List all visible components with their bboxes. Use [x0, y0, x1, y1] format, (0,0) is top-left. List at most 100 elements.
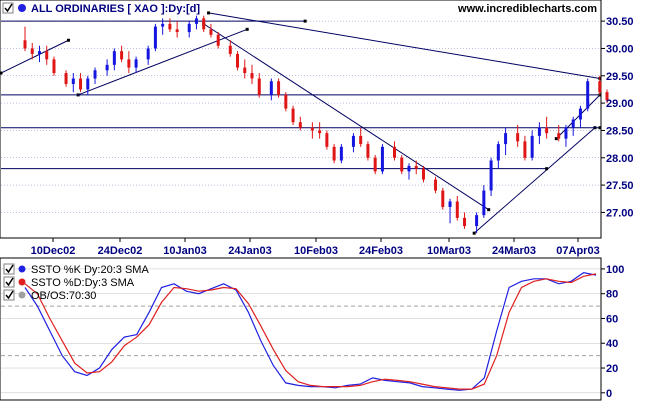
price-bar — [496, 144, 500, 161]
legend-dot-icon — [18, 265, 26, 273]
legend-checkbox[interactable] — [3, 276, 15, 288]
x-tick-label: 24Mar03 — [492, 245, 536, 257]
indicator-panel-frame — [0, 257, 602, 401]
checkmark-icon — [4, 3, 13, 13]
indicator-tick-label: 40 — [606, 338, 618, 350]
indicator-tick-label: 60 — [606, 313, 618, 325]
price-bar — [105, 64, 109, 71]
price-bar — [134, 59, 138, 68]
price-tick-label: 27.00 — [606, 207, 634, 219]
price-bar — [400, 157, 404, 172]
price-bar — [45, 51, 49, 60]
price-bar — [441, 190, 445, 207]
indicator-tick-label: 100 — [606, 264, 624, 276]
price-y-ticks: 27.00 27.50 28.00 28.50 29.00 29.50 30.00 30.50 — [601, 16, 634, 219]
indicator-grid — [1, 268, 600, 394]
chart-title: ALL ORDINARIES [ XAO ]:Dy:[d] — [31, 3, 200, 15]
price-bar — [516, 133, 520, 142]
price-bar — [407, 165, 411, 172]
price-bar — [571, 119, 575, 128]
price-bar — [79, 78, 83, 90]
price-bar — [153, 26, 157, 49]
price-bar — [373, 157, 377, 172]
price-tick-label: 27.50 — [606, 180, 634, 192]
trendline — [555, 94, 601, 139]
x-tick-label: 24Jan03 — [228, 245, 271, 257]
indicator-tick-label: 0 — [606, 388, 612, 400]
price-bar — [392, 146, 396, 158]
price-bar — [291, 108, 295, 123]
line-endpoint — [245, 27, 249, 31]
price-bar — [504, 133, 508, 145]
price-bar — [489, 160, 493, 191]
price-tick-label: 30.50 — [606, 16, 634, 28]
price-trendlines — [0, 11, 602, 235]
x-tick-label: 10Jan03 — [163, 245, 206, 257]
x-tick-label: 10Dec02 — [31, 245, 76, 257]
indicator-series-line — [24, 271, 597, 391]
price-bar — [310, 127, 314, 131]
price-tick-label: 29.50 — [606, 71, 634, 83]
price-bar — [52, 59, 56, 74]
legend-checkbox[interactable] — [3, 289, 15, 301]
price-bar — [168, 23, 172, 30]
price-bar — [175, 29, 179, 33]
price-bar — [71, 78, 75, 84]
line-endpoint — [0, 71, 3, 75]
legend-checkbox[interactable] — [3, 263, 15, 275]
price-bar — [455, 201, 459, 218]
price-tick-label: 28.50 — [606, 125, 634, 137]
x-axis-labels: 10Dec02 24Dec02 10Jan03 24Jan03 10Feb03 24Feb… — [31, 238, 600, 257]
indicator-y-ticks: 0 20 40 60 80 100 — [601, 264, 624, 400]
indicator-tick-label: 80 — [606, 289, 618, 301]
price-bars — [23, 15, 609, 234]
x-tick-label: 10Mar03 — [427, 245, 471, 257]
trendline — [0, 39, 69, 74]
price-bar — [564, 127, 568, 139]
price-bar — [284, 94, 288, 109]
price-bar — [216, 34, 220, 46]
line-endpoint — [66, 38, 70, 42]
price-bar — [277, 81, 281, 95]
price-bar — [187, 23, 191, 33]
indicator-tick-label: 20 — [606, 363, 618, 375]
price-bar — [482, 190, 486, 216]
price-bar — [366, 144, 370, 158]
legend-label: SSTO %K Dy:20:3 SMA — [31, 264, 149, 276]
site-watermark: www.incrediblecharts.com — [457, 3, 597, 15]
line-endpoint — [472, 231, 476, 235]
legend-dot-icon — [18, 291, 26, 299]
price-bar — [236, 53, 240, 68]
checkmark-icon — [5, 290, 14, 300]
price-bar — [127, 59, 131, 68]
price-bar — [578, 108, 582, 120]
price-bar — [537, 127, 541, 136]
price-bar — [146, 48, 150, 60]
price-bar — [250, 73, 254, 79]
line-endpoint — [303, 19, 307, 23]
price-bar — [598, 81, 602, 93]
price-tick-label: 30.00 — [606, 43, 634, 55]
line-endpoint — [207, 11, 211, 15]
price-bar — [351, 135, 355, 147]
price-bar — [37, 51, 41, 54]
price-bar — [586, 81, 590, 109]
x-tick-label: 24Dec02 — [98, 245, 143, 257]
line-endpoint — [598, 126, 602, 130]
price-bar — [421, 168, 425, 180]
price-tick-label: 28.00 — [606, 153, 634, 165]
price-bar — [30, 48, 34, 54]
x-tick-label: 24Feb03 — [359, 245, 403, 257]
title-checkbox[interactable] — [2, 2, 14, 14]
legend-label: OB/OS:70:30 — [31, 290, 96, 302]
price-bar — [557, 133, 561, 139]
price-bar — [161, 23, 165, 27]
trendline — [203, 23, 489, 211]
trendline — [473, 127, 596, 234]
price-bar — [112, 51, 116, 65]
indicator-series-line — [24, 273, 597, 390]
price-bar — [380, 146, 384, 172]
price-bar — [332, 146, 336, 161]
